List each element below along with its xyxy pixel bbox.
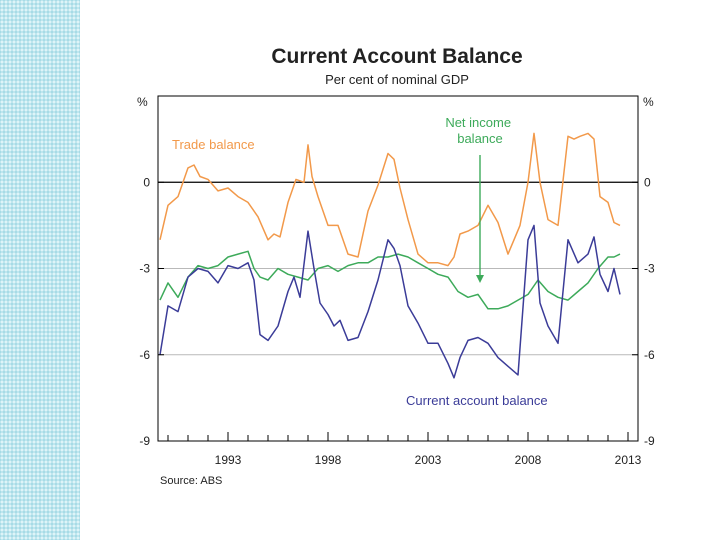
ytick-label-left-2: -6 [139, 348, 150, 362]
source-note: Source: ABS [160, 475, 222, 487]
xtick-label-1998: 1998 [315, 453, 342, 467]
xtick-label-2008: 2008 [515, 453, 542, 467]
current-account-label: Current account balance [406, 393, 548, 408]
net-income-label-line1: Net income [445, 115, 511, 130]
ytick-label-right-2: -6 [644, 348, 655, 362]
xtick-label-2013: 2013 [615, 453, 642, 467]
ytick-label-left-0: 0 [143, 175, 150, 189]
ytick-label-right-0: 0 [644, 175, 651, 189]
xtick-label-2003: 2003 [415, 453, 442, 467]
axis-layer: 0 0 -3 -3 -6 -6 -9 -9 1993 1998 2003 2008 2013 [139, 175, 655, 467]
ytick-label-right-1: -3 [644, 262, 655, 276]
series-layer [159, 132, 621, 379]
chart-subtitle: Per cent of nominal GDP [325, 72, 469, 87]
net-income-label-line2: balance [457, 131, 503, 146]
chart-title: Current Account Balance [271, 45, 522, 68]
arrow-head [476, 275, 484, 283]
left-unit-label: % [137, 95, 148, 109]
net-income-arrow [476, 155, 484, 283]
ytick-label-left-3: -9 [139, 434, 150, 448]
series-line-trade [159, 132, 621, 267]
right-unit-label: % [643, 95, 654, 109]
series-line-current-account [159, 224, 621, 379]
series-line-net-income [159, 250, 621, 310]
ytick-label-left-1: -3 [139, 262, 150, 276]
trade-balance-label: Trade balance [172, 137, 255, 152]
xtick-label-1993: 1993 [215, 453, 242, 467]
net-income-label: Net income balance [445, 115, 514, 146]
ytick-label-right-3: -9 [644, 434, 655, 448]
grid-layer [158, 181, 638, 356]
decorative-side-pattern [0, 0, 80, 540]
